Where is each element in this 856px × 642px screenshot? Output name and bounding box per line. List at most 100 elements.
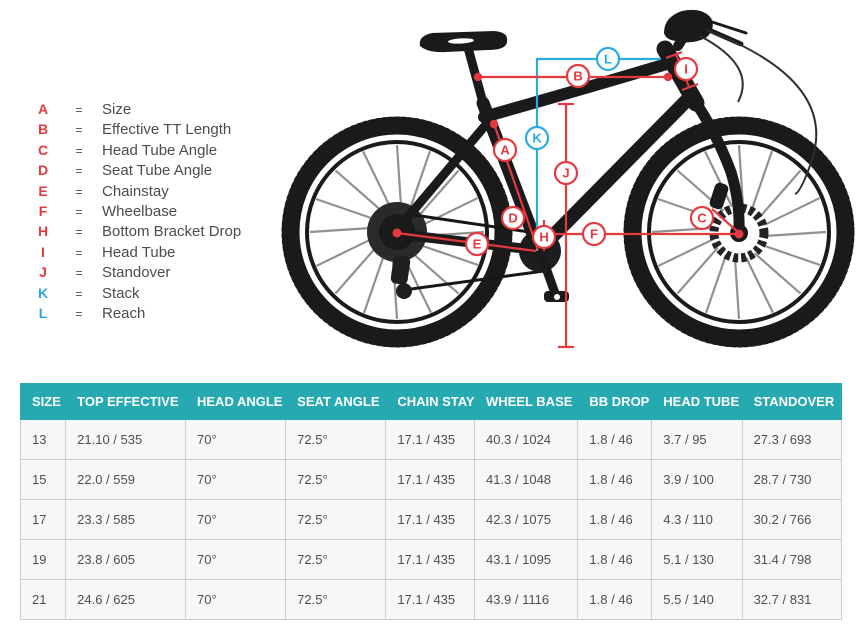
table-cell: 72.5° [285, 499, 387, 540]
legend-label: Seat Tube Angle [102, 162, 213, 180]
column-header-wheel-base: WHEEL BASE [473, 383, 579, 420]
table-cell: 23.8 / 605 [65, 539, 186, 580]
table-header-row: SIZE TOP EFFECTIVE HEAD ANGLE SEAT ANGLE… [19, 383, 843, 420]
table-cell: 5.1 / 130 [651, 539, 743, 580]
table-cell: 70° [184, 459, 287, 500]
table-cell: 5.5 / 140 [651, 579, 743, 620]
legend-item-head-tube-angle: C = Head Tube Angle [30, 142, 241, 162]
table-cell: 3.9 / 100 [651, 459, 743, 500]
legend-label: Size [102, 101, 132, 118]
legend-label: Wheelbase [102, 202, 178, 220]
legend-item-standover: J = Standover [30, 264, 241, 284]
legend-item-bb-drop: H = Bottom Bracket Drop [30, 223, 241, 243]
table-cell: 24.6 / 625 [65, 579, 186, 620]
column-header-seat-angle: SEAT ANGLE [285, 383, 387, 420]
legend-item-seat-tube-angle: D = Seat Tube Angle [30, 162, 241, 182]
marker-letter: K [532, 131, 542, 146]
table-cell: 43.9 / 1116 [473, 579, 579, 620]
marker-letter: J [562, 166, 569, 181]
marker-standover: J [553, 160, 579, 186]
table-cell: 15 [19, 459, 67, 500]
marker-stack: K [524, 125, 550, 151]
marker-head-tube: I [673, 56, 699, 82]
table-cell: 1.8 / 46 [577, 419, 653, 460]
table-cell: 17.1 / 435 [385, 419, 475, 460]
legend-label: Stack [102, 284, 140, 302]
marker-letter: H [539, 230, 548, 245]
equals-sign: = [75, 266, 83, 281]
cockpit-and-saddle [419, 9, 818, 195]
column-header-head-tube: HEAD TUBE [651, 383, 743, 420]
table-cell: 70° [184, 499, 287, 540]
marker-bb-drop: H [531, 224, 557, 250]
table-cell: 22.0 / 559 [65, 459, 186, 500]
equals-sign: = [75, 225, 83, 240]
legend-label: Head Tube [102, 243, 176, 261]
bike-diagram-illustration: A B C D E F H I J K L [0, 9, 856, 380]
table-cell: 1.8 / 46 [577, 459, 653, 500]
legend-item-chainstay: E = Chainstay [30, 183, 241, 203]
table-cell: 17.1 / 435 [385, 539, 475, 580]
legend-letter: J [39, 264, 47, 281]
marker-head-angle: C [689, 205, 715, 231]
marker-size: A [492, 137, 518, 163]
table-cell: 42.3 / 1075 [473, 499, 579, 540]
legend-letter: I [41, 243, 45, 260]
head-angle-line [711, 208, 739, 233]
legend-label: Reach [102, 304, 146, 322]
table-row: 15 22.0 / 559 70° 72.5° 17.1 / 435 41.3 … [19, 459, 843, 500]
table-row: 21 24.6 / 625 70° 72.5° 17.1 / 435 43.9 … [19, 579, 843, 620]
legend-letter: A [37, 101, 49, 117]
table-cell: 19 [19, 539, 67, 580]
marker-chainstay: E [464, 231, 490, 257]
equals-sign: = [75, 306, 83, 321]
standover-line [558, 102, 574, 349]
table-cell: 70° [184, 539, 287, 580]
table-cell: 70° [184, 579, 287, 620]
equals-sign: = [75, 184, 83, 199]
equals-sign: = [75, 245, 83, 260]
table-row: 19 23.8 / 605 70° 72.5° 17.1 / 435 43.1 … [19, 539, 843, 580]
marker-seat-angle: D [500, 205, 526, 231]
column-header-standover: STANDOVER [741, 383, 843, 420]
legend-letter: B [37, 121, 49, 138]
legend-label: Bottom Bracket Drop [102, 223, 242, 241]
geometry-table: SIZE TOP EFFECTIVE HEAD ANGLE SEAT ANGLE… [19, 383, 843, 620]
table-row: 13 21.10 / 535 70° 72.5° 17.1 / 435 40.3… [19, 419, 843, 460]
legend-letter: F [38, 202, 48, 219]
table-cell: 17 [19, 499, 67, 540]
equals-sign: = [75, 164, 83, 179]
marker-letter: L [604, 52, 612, 67]
table-cell: 30.2 / 766 [741, 499, 843, 540]
legend-letter: L [38, 304, 48, 321]
marker-letter: B [573, 69, 582, 84]
marker-letter: I [684, 62, 688, 77]
table-cell: 40.3 / 1024 [473, 419, 579, 460]
table-cell: 27.3 / 693 [741, 419, 843, 460]
marker-letter: A [500, 143, 510, 158]
legend-label: Chainstay [102, 182, 169, 200]
table-cell: 72.5° [285, 539, 387, 580]
marker-letter: C [697, 211, 707, 226]
shift-cable [699, 35, 744, 103]
legend-item-size: A = Size [30, 101, 241, 121]
table-cell: 31.4 / 798 [741, 539, 843, 580]
measurement-markers: A B C D E F H I J K L [464, 46, 715, 257]
marker-wheelbase: F [581, 221, 607, 247]
marker-reach: L [595, 46, 621, 72]
equals-sign: = [75, 123, 83, 138]
table-cell: 1.8 / 46 [577, 579, 653, 620]
legend-item-wheelbase: F = Wheelbase [30, 203, 241, 223]
table-cell: 21 [19, 579, 67, 620]
legend-item-effective-tt: B = Effective TT Length [30, 121, 241, 141]
table-cell: 23.3 / 585 [65, 499, 186, 540]
marker-effective-tt: B [565, 63, 591, 89]
brake-cable [705, 29, 818, 195]
legend-letter: E [38, 182, 48, 199]
table-cell: 1.8 / 46 [577, 499, 653, 540]
table-cell: 17.1 / 435 [385, 499, 475, 540]
legend-item-head-tube: I = Head Tube [30, 244, 241, 264]
table-row: 17 23.3 / 585 70° 72.5° 17.1 / 435 42.3 … [19, 499, 843, 540]
measurement-legend: A = Size B = Effective TT Length C = Head Tube… [30, 101, 241, 325]
